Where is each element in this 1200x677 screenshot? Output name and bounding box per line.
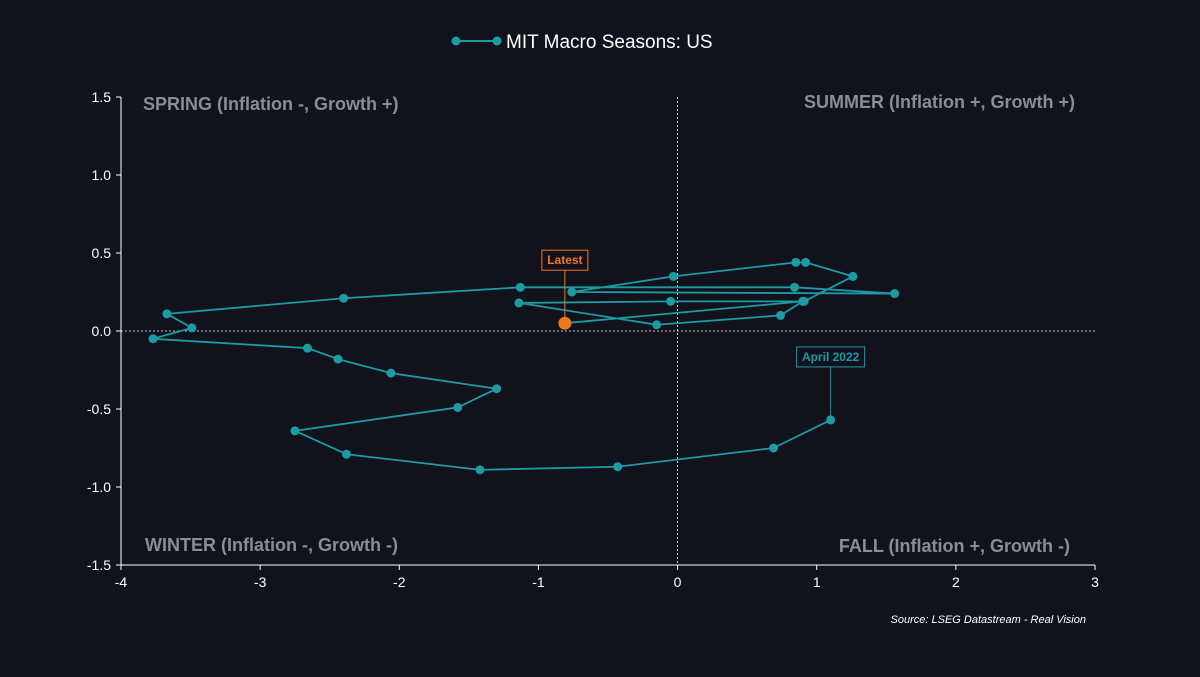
data-point bbox=[148, 334, 158, 344]
data-point bbox=[890, 289, 900, 299]
x-tick-label: 3 bbox=[1091, 574, 1099, 590]
axes: -1.5 -1.0 -0.5 0.0 0.5 1.0 1.5 -4 -3 -2 -1 0 1 2 3 bbox=[87, 89, 1099, 590]
x-tick-label: 1 bbox=[813, 574, 821, 590]
quadrant-label-winter: WINTER (Inflation -, Growth -) bbox=[145, 535, 398, 555]
quadrant-label-fall: FALL (Inflation +, Growth -) bbox=[839, 536, 1070, 556]
source-note: Source: LSEG Datastream - Real Vision bbox=[891, 614, 1086, 626]
y-tick-label: 1.5 bbox=[92, 89, 112, 105]
y-tick-label: 1.0 bbox=[92, 167, 112, 183]
data-point bbox=[798, 296, 808, 306]
x-tick-label: -4 bbox=[115, 574, 128, 590]
x-tick-label: 0 bbox=[674, 574, 682, 590]
data-point bbox=[341, 449, 351, 459]
data-point bbox=[776, 310, 786, 320]
quadrant-label-spring: SPRING (Inflation -, Growth +) bbox=[143, 94, 399, 114]
data-point bbox=[789, 282, 799, 292]
data-point bbox=[666, 296, 676, 306]
y-tick-label: 0.0 bbox=[92, 323, 112, 339]
data-point bbox=[769, 443, 779, 453]
data-point bbox=[791, 257, 801, 267]
x-tick-label: 2 bbox=[952, 574, 960, 590]
x-tick-label: -3 bbox=[254, 574, 267, 590]
latest-callout-label: Latest bbox=[547, 253, 582, 267]
y-tick-label: 0.5 bbox=[92, 245, 112, 261]
data-point bbox=[567, 287, 577, 297]
legend-marker-left bbox=[451, 36, 461, 46]
data-point bbox=[302, 343, 312, 353]
quadrant-label-summer: SUMMER (Inflation +, Growth +) bbox=[804, 92, 1075, 112]
x-tick-label: -1 bbox=[532, 574, 545, 590]
legend: MIT Macro Seasons: US bbox=[451, 32, 713, 53]
data-point bbox=[453, 402, 463, 412]
legend-marker-right bbox=[492, 36, 502, 46]
data-point bbox=[290, 426, 300, 436]
data-point bbox=[475, 465, 485, 475]
annotation-layer: Latest April 2022 bbox=[541, 249, 866, 420]
series-layer bbox=[148, 257, 900, 475]
data-point bbox=[187, 323, 197, 333]
data-point bbox=[848, 271, 858, 281]
y-tick-label: -1.0 bbox=[87, 479, 111, 495]
start-callout-box bbox=[796, 346, 866, 368]
x-tick-label: -2 bbox=[393, 574, 406, 590]
latest-callout-box bbox=[541, 249, 589, 271]
data-point bbox=[386, 368, 396, 378]
data-point bbox=[652, 320, 662, 330]
data-point bbox=[492, 384, 502, 394]
series-line bbox=[152, 261, 896, 471]
data-point bbox=[333, 354, 343, 364]
start-callout-label: April 2022 bbox=[802, 350, 860, 364]
y-tick-label: -0.5 bbox=[87, 401, 111, 417]
data-point bbox=[162, 309, 172, 319]
data-point bbox=[668, 271, 678, 281]
legend-label: MIT Macro Seasons: US bbox=[506, 32, 713, 53]
data-point bbox=[515, 282, 525, 292]
data-point bbox=[613, 462, 623, 472]
y-tick-label: -1.5 bbox=[87, 557, 111, 573]
data-point bbox=[339, 293, 349, 303]
data-point bbox=[514, 298, 524, 308]
data-point bbox=[801, 257, 811, 267]
